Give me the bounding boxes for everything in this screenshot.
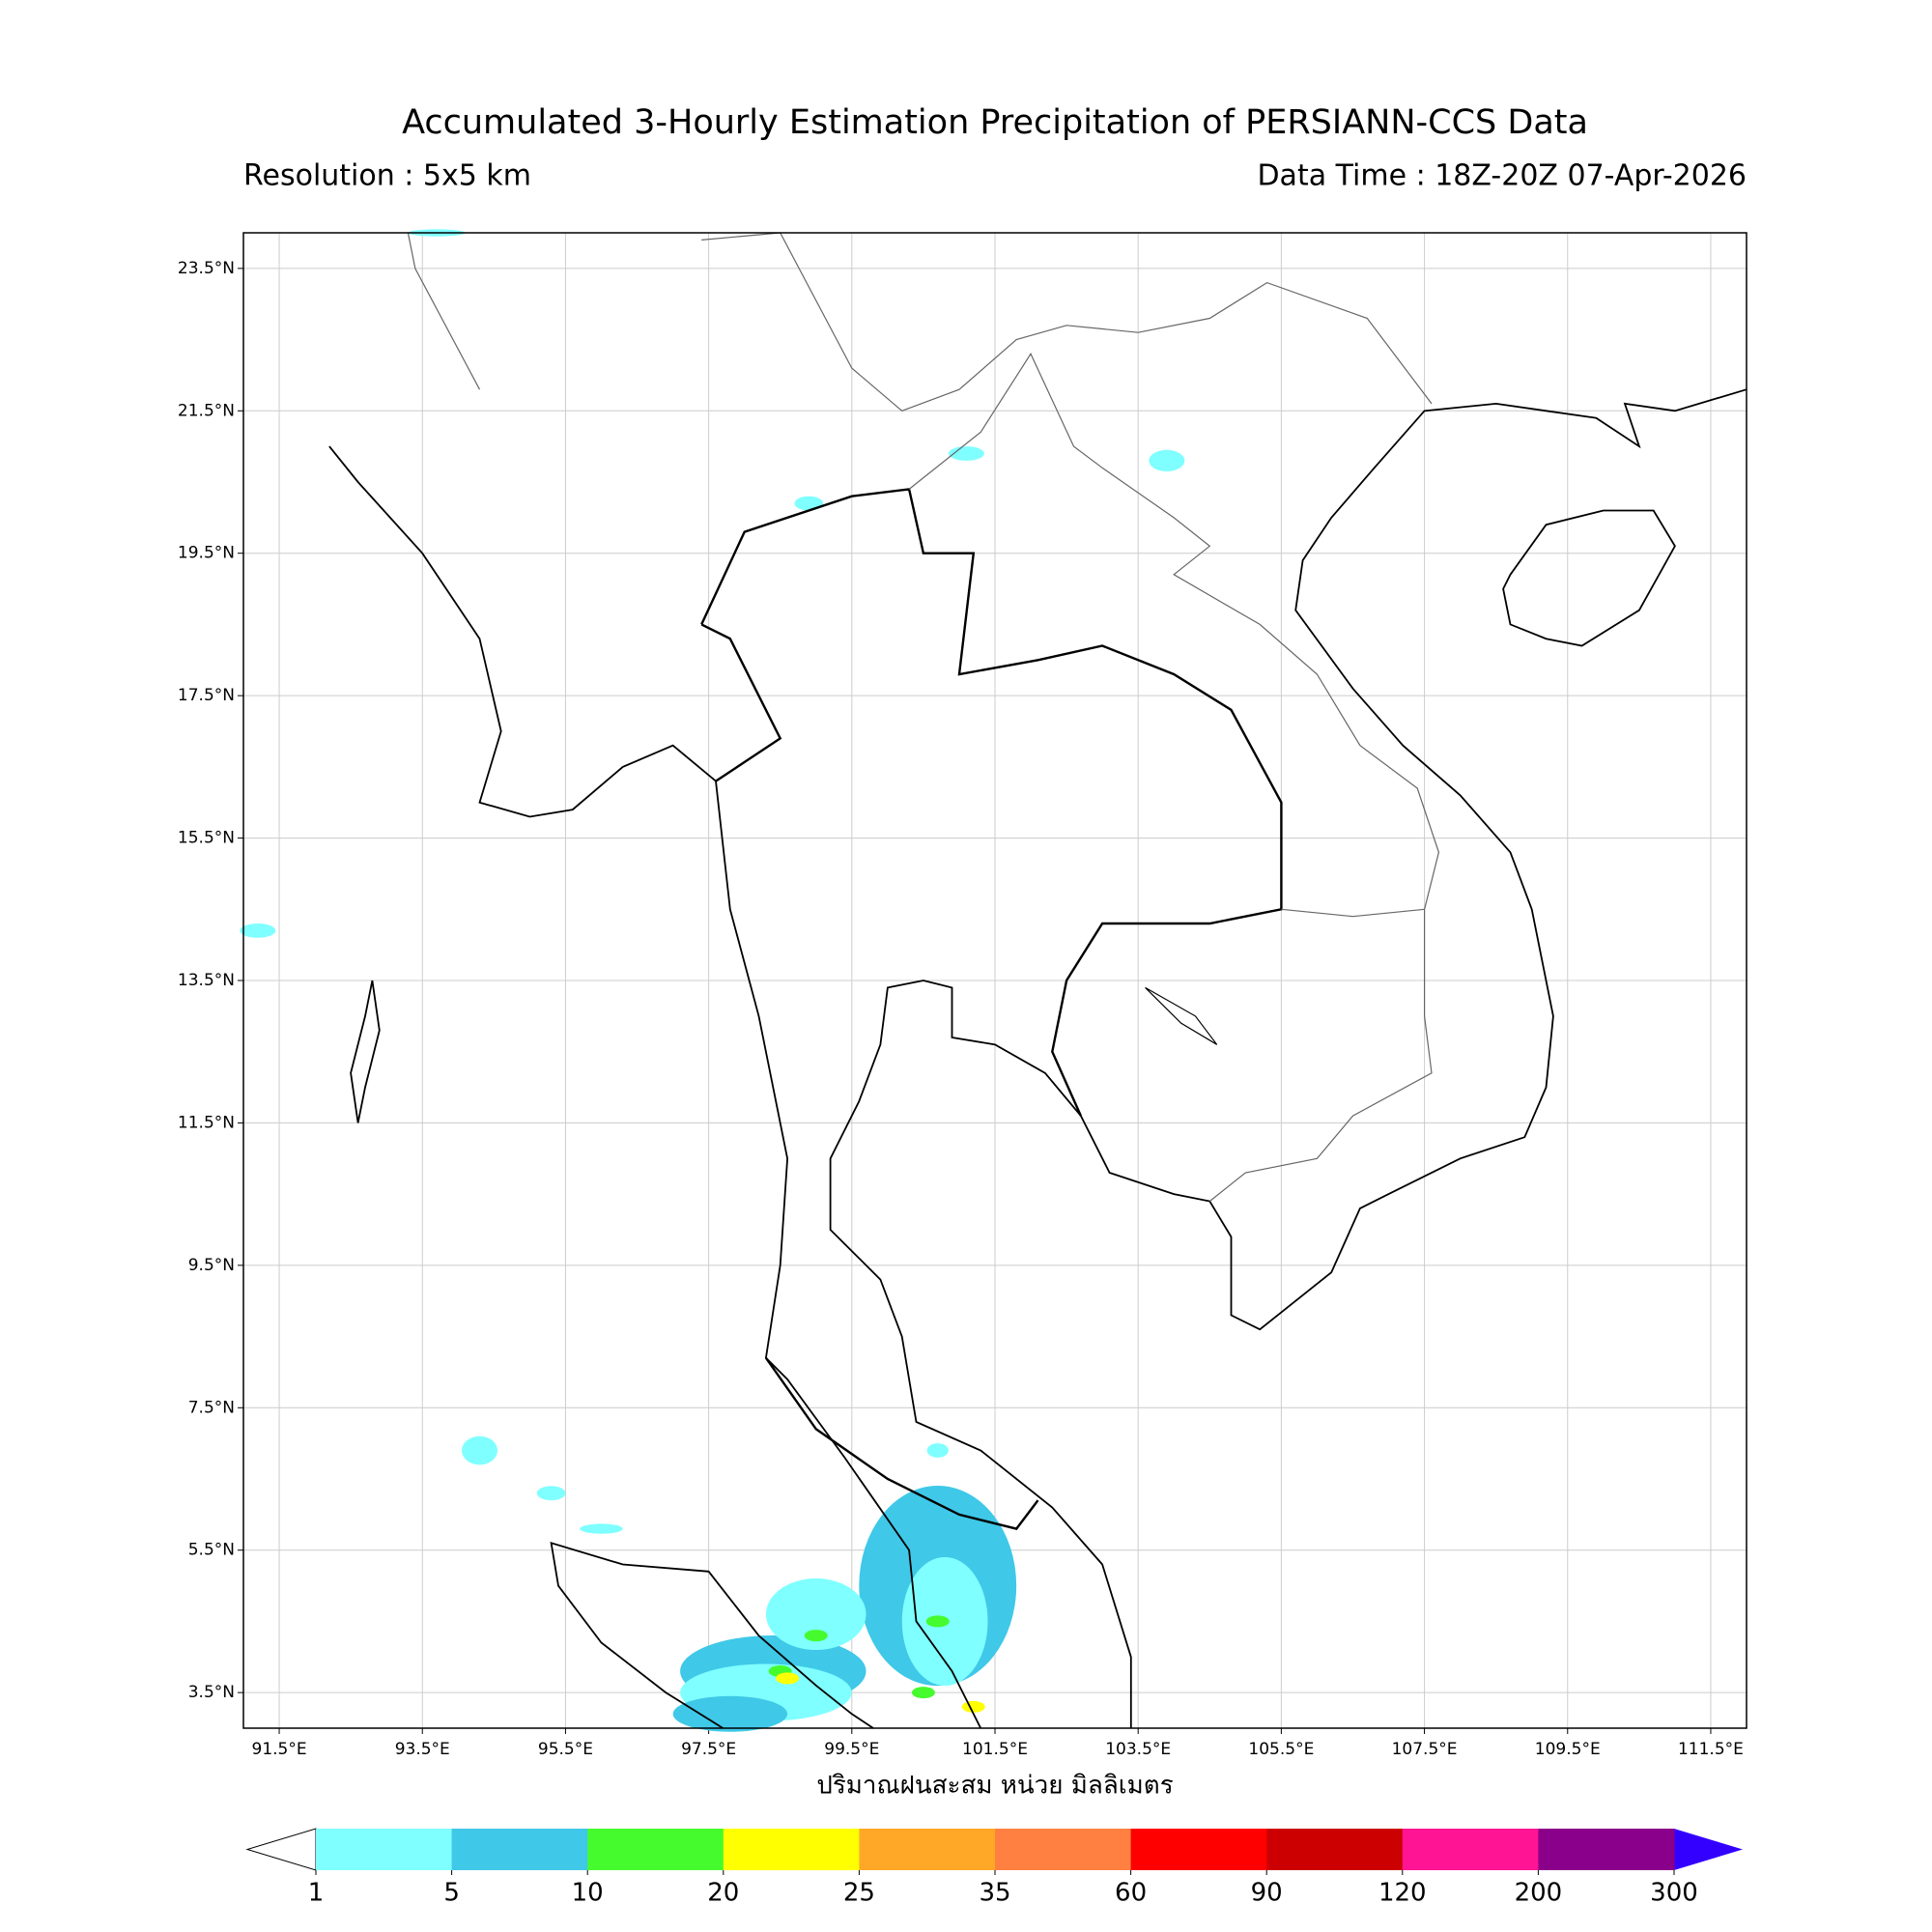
rain-core	[911, 1687, 935, 1699]
lat-tick-label: 23.5°N	[178, 259, 235, 278]
lat-tick-label: 17.5°N	[178, 686, 235, 705]
colorbar: 1 5 10 20 25 35 60 90 120 200 300	[245, 1828, 1743, 1908]
lat-tick-label: 15.5°N	[178, 829, 235, 848]
colorbar-segment	[1538, 1829, 1675, 1870]
title: Accumulated 3-Hourly Estimation Precipit…	[402, 103, 1588, 142]
data-time: Data Time : 18Z-20Z 07-Apr-2026	[1257, 159, 1747, 193]
lon-tick-label: 91.5°E	[252, 1740, 307, 1759]
rain-patch	[794, 496, 824, 511]
colorbar-segment	[316, 1829, 453, 1870]
lon-tick-label: 97.5°E	[681, 1740, 736, 1759]
lat-tick-label: 13.5°N	[178, 971, 235, 990]
colorbar-under	[245, 1828, 317, 1871]
lat-tick-label: 11.5°N	[178, 1113, 235, 1132]
map-frame	[242, 232, 1747, 1729]
colorbar-segment	[1266, 1829, 1404, 1870]
resolution: Resolution : 5x5 km	[243, 159, 531, 193]
colorbar-over	[1674, 1829, 1743, 1870]
coastlines	[328, 232, 1747, 1729]
lat-tick-label: 19.5°N	[178, 544, 235, 563]
rain-core	[804, 1630, 828, 1642]
island	[350, 980, 381, 1123]
rain-patch	[240, 923, 276, 938]
rain-core	[925, 1615, 950, 1628]
rain-core	[961, 1700, 985, 1713]
country-border	[908, 353, 1440, 1202]
province-border	[700, 488, 1283, 1117]
colorbar-label: 10	[572, 1879, 604, 1908]
colorbar-segment	[723, 1829, 860, 1870]
colorbar-label: 120	[1378, 1879, 1427, 1908]
colorbar-segment	[451, 1829, 588, 1870]
lon-tick-label: 111.5°E	[1678, 1740, 1744, 1759]
lon-tick-label: 93.5°E	[395, 1740, 450, 1759]
rain-patch	[926, 1443, 949, 1458]
island	[1502, 509, 1676, 647]
colorbar-label: 300	[1650, 1879, 1698, 1908]
colorbar-label: 35	[979, 1879, 1010, 1908]
colorbar-label: 1	[308, 1879, 325, 1908]
lon-tick-label: 101.5°E	[962, 1740, 1028, 1759]
lat-tick-label: 5.5°N	[188, 1541, 235, 1560]
lon-tick-label: 107.5°E	[1392, 1740, 1458, 1759]
lat-tick-label: 9.5°N	[188, 1256, 235, 1275]
country-border	[407, 232, 481, 390]
province-border	[700, 623, 782, 782]
country-border	[701, 232, 1433, 412]
colorbar-segment	[995, 1829, 1132, 1870]
rain-patch	[580, 1523, 623, 1534]
colorbar-segment	[859, 1829, 996, 1870]
coastline	[829, 388, 1747, 1728]
lat-tick-label: 21.5°N	[178, 401, 235, 420]
colorbar-label: 60	[1115, 1879, 1147, 1908]
colorbar-label: 5	[443, 1879, 460, 1908]
lon-tick-label: 103.5°E	[1105, 1740, 1171, 1759]
grid: 91.5°E 93.5°E 95.5°E 97.5°E 99.5°E 101.5°E 103…	[178, 233, 1747, 1759]
rain-patch	[536, 1486, 566, 1501]
province-border	[764, 1357, 1039, 1530]
rain-patch	[462, 1435, 498, 1465]
country-border	[1281, 908, 1425, 918]
lon-tick-label: 95.5°E	[538, 1740, 593, 1759]
lat-tick-label: 7.5°N	[188, 1398, 235, 1417]
coastline	[550, 1542, 874, 1729]
colorbar-segment	[1130, 1829, 1267, 1870]
lon-tick-label: 99.5°E	[824, 1740, 879, 1759]
lon-tick-label: 105.5°E	[1248, 1740, 1314, 1759]
colorbar-label: 20	[707, 1879, 739, 1908]
rain-patch	[1149, 449, 1185, 471]
colorbar-label: 25	[843, 1879, 875, 1908]
colorbar-segment	[1402, 1829, 1539, 1870]
lon-tick-label: 109.5°E	[1535, 1740, 1601, 1759]
lat-tick-label: 3.5°N	[188, 1683, 235, 1702]
colorbar-label: 90	[1251, 1879, 1283, 1908]
rain-patch	[765, 1578, 867, 1651]
colorbar-label: 200	[1515, 1879, 1563, 1908]
rain-core	[776, 1672, 800, 1685]
colorbar-segment	[587, 1829, 724, 1870]
coastline	[328, 445, 982, 1729]
lake	[1145, 986, 1218, 1045]
rain-patch	[672, 1695, 788, 1732]
x-label: ปริมาณฝนสะสม หน่วย มิลลิเมตร	[816, 1772, 1173, 1801]
